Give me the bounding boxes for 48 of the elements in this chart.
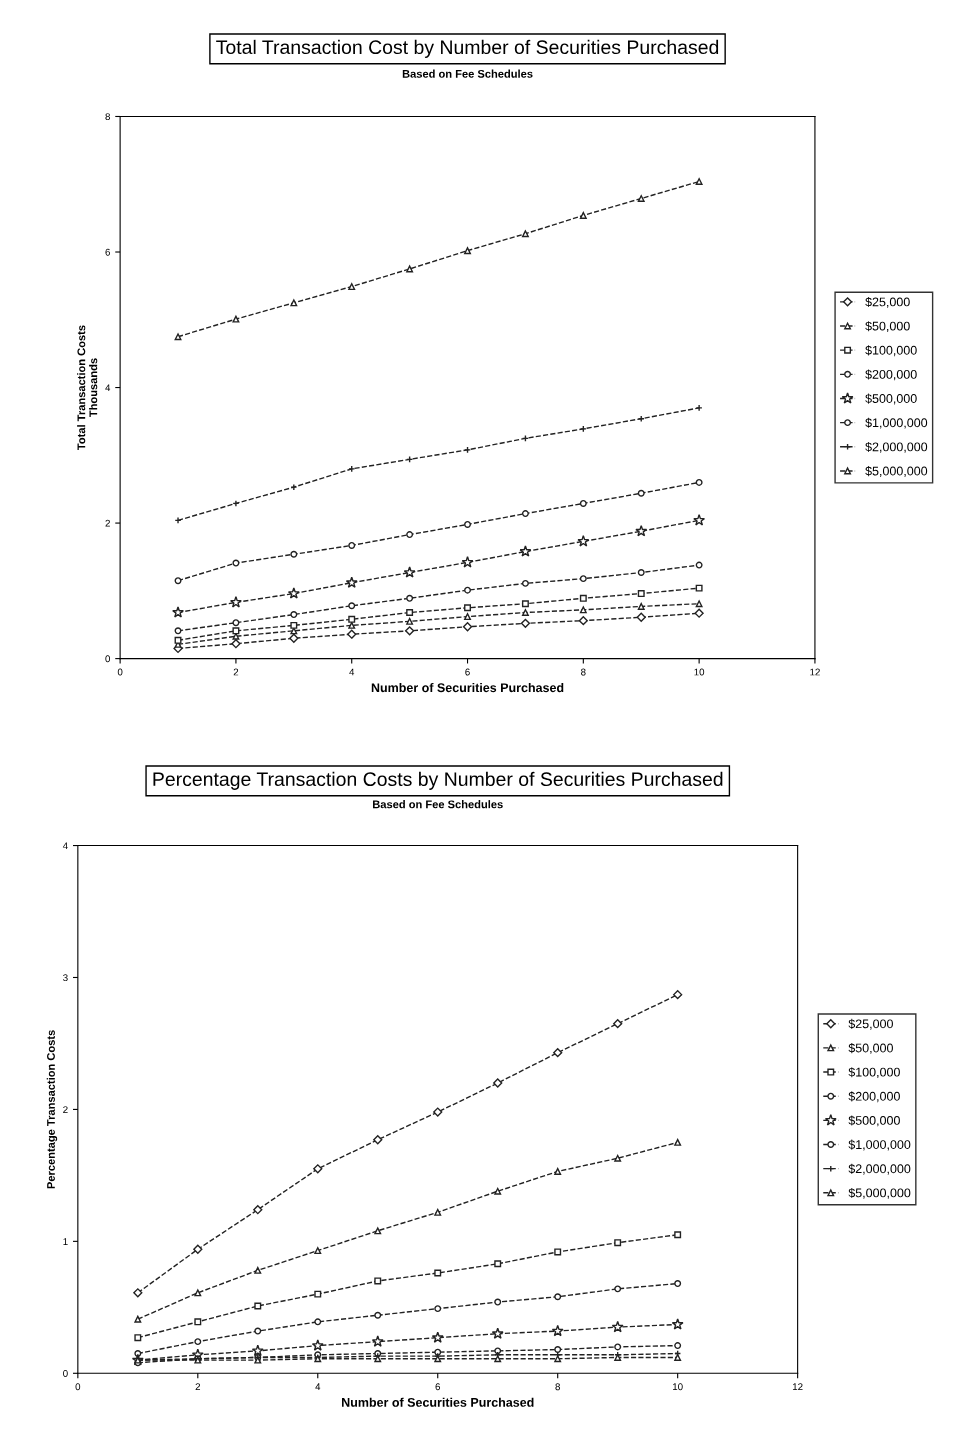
legend-label: $2,000,000 bbox=[865, 441, 928, 453]
chart-title: Percentage Transaction Costs by Number of Securities Purchased bbox=[153, 771, 723, 790]
y-tick-label: 2 bbox=[63, 1106, 68, 1113]
y-axis-title: Percentage Transaction Costs bbox=[46, 1030, 58, 1189]
legend-label: $5,000,000 bbox=[848, 1187, 911, 1199]
y-tick-label: 4 bbox=[62, 842, 68, 850]
x-tick-label: 6 bbox=[465, 668, 470, 676]
chart-title: Total Transaction Cost by Number of Securities Purchased bbox=[216, 39, 719, 58]
legend-label: $500,000 bbox=[865, 393, 917, 405]
legend-label: $200,000 bbox=[865, 369, 917, 381]
legend-label: $100,000 bbox=[865, 345, 917, 357]
x-tick-label: 2 bbox=[233, 668, 239, 676]
y-tick-label: 6 bbox=[105, 248, 110, 256]
y-tick-label: 8 bbox=[105, 113, 110, 121]
legend-label: $1,000,000 bbox=[848, 1139, 911, 1151]
legend-label: $500,000 bbox=[848, 1115, 900, 1127]
x-axis-title: Number of Securities Purchased bbox=[371, 682, 564, 693]
y-tick-label: 3 bbox=[63, 974, 68, 982]
x-tick-label: 2 bbox=[195, 1383, 201, 1391]
legend-label: $100,000 bbox=[848, 1067, 900, 1079]
legend-label: $50,000 bbox=[848, 1043, 893, 1054]
y-tick-label: 0 bbox=[63, 1370, 68, 1377]
legend-label: $25,000 bbox=[865, 296, 910, 308]
x-tick-label: 10 bbox=[694, 668, 705, 676]
legend-label: $2,000,000 bbox=[848, 1163, 911, 1175]
x-tick-label: 12 bbox=[792, 1383, 803, 1391]
x-tick-label: 0 bbox=[75, 1383, 81, 1391]
legend-label: $5,000,000 bbox=[865, 466, 928, 477]
x-tick-label: 8 bbox=[555, 1383, 560, 1391]
chart-subtitle: Based on Fee Schedules bbox=[402, 69, 533, 78]
y-tick-label: 2 bbox=[105, 519, 110, 527]
x-tick-label: 0 bbox=[117, 668, 123, 676]
x-tick-label: 4 bbox=[315, 1383, 321, 1391]
x-tick-label: 12 bbox=[810, 668, 820, 676]
x-axis-title: Number of Securities Purchased bbox=[342, 1397, 534, 1407]
legend-label: $200,000 bbox=[848, 1091, 900, 1103]
y-tick-label: 1 bbox=[63, 1238, 68, 1245]
y-tick-label: 0 bbox=[105, 655, 111, 663]
legend-label: $1,000,000 bbox=[865, 417, 928, 429]
chart-subtitle: Based on Fee Schedules bbox=[373, 800, 503, 809]
legend-label: $50,000 bbox=[865, 321, 910, 332]
x-tick-label: 8 bbox=[581, 668, 586, 676]
x-tick-label: 4 bbox=[349, 668, 355, 676]
y-axis-title: Total Transaction Costs Thousands bbox=[77, 325, 98, 450]
legend-label: $25,000 bbox=[848, 1018, 893, 1030]
y-tick-label: 4 bbox=[105, 384, 111, 392]
x-tick-label: 6 bbox=[435, 1383, 441, 1391]
x-tick-label: 10 bbox=[673, 1383, 683, 1391]
